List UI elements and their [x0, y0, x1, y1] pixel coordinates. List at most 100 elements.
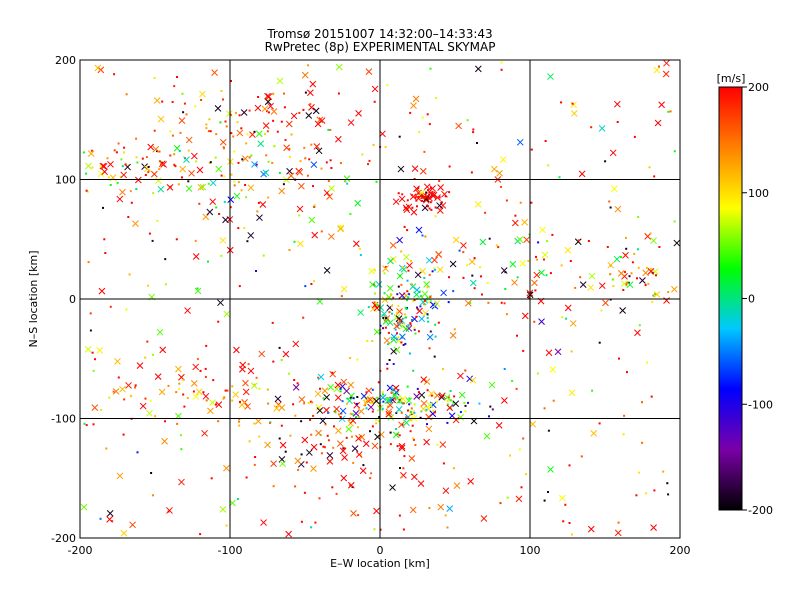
colorbar-tick-label: 0 [748, 293, 755, 306]
data-point [174, 165, 177, 168]
data-point [134, 384, 137, 387]
data-point [340, 378, 348, 386]
data-point [111, 520, 114, 522]
data-point [413, 185, 420, 193]
data-point [134, 176, 142, 184]
data-point [270, 108, 278, 115]
y-tick-label: -200 [51, 532, 76, 545]
data-point [335, 135, 342, 143]
data-point [332, 446, 335, 449]
data-point [514, 214, 517, 217]
data-point [260, 170, 267, 178]
data-point [245, 196, 248, 199]
data-point [207, 130, 210, 133]
data-point [293, 240, 296, 243]
data-point [491, 408, 494, 411]
data-point [164, 258, 167, 261]
data-point [653, 175, 656, 178]
data-point [407, 269, 410, 272]
data-point [229, 206, 232, 209]
data-point [389, 484, 396, 491]
data-point [190, 380, 198, 387]
data-point [384, 397, 392, 405]
data-point [375, 422, 378, 425]
data-point [235, 111, 237, 114]
data-point [264, 441, 271, 449]
data-point [297, 240, 304, 248]
data-point [490, 165, 498, 173]
data-point [369, 430, 371, 433]
data-point [500, 301, 503, 304]
data-point [207, 182, 210, 185]
data-point [428, 301, 431, 304]
data-point [87, 150, 95, 158]
data-point [471, 274, 474, 277]
data-point [428, 123, 431, 126]
data-point [466, 119, 469, 122]
data-point [357, 408, 365, 415]
data-point [500, 68, 503, 71]
data-point [452, 236, 460, 244]
data-point [579, 276, 582, 279]
data-point [423, 303, 426, 306]
data-point [424, 235, 427, 238]
data-point [215, 403, 217, 406]
data-point [220, 174, 223, 177]
data-point [505, 313, 508, 316]
data-point [144, 397, 147, 400]
data-point [89, 312, 92, 315]
data-point [373, 304, 381, 312]
data-point [388, 359, 391, 361]
data-point [398, 401, 401, 404]
data-point [373, 100, 376, 103]
data-point [257, 96, 260, 98]
data-point [313, 204, 316, 207]
data-point [312, 414, 315, 417]
data-point [169, 185, 172, 188]
data-point [413, 328, 416, 331]
data-point [406, 262, 413, 269]
data-point [406, 229, 409, 232]
data-point [196, 166, 204, 174]
data-point [85, 162, 92, 170]
data-point [288, 147, 291, 150]
data-point [296, 168, 304, 176]
data-point [537, 241, 540, 244]
data-point [246, 240, 249, 243]
data-point [129, 521, 136, 529]
data-point [547, 73, 554, 80]
data-point [618, 357, 620, 360]
data-point [183, 405, 186, 408]
data-point [472, 128, 475, 131]
data-point [386, 284, 394, 292]
data-point [292, 403, 295, 406]
data-point [466, 264, 469, 267]
data-point [319, 387, 321, 390]
data-point [194, 239, 197, 242]
data-point [631, 261, 634, 264]
data-point [337, 225, 344, 233]
data-point [239, 361, 247, 369]
data-point [622, 289, 625, 291]
data-point [192, 393, 200, 400]
data-point [253, 463, 256, 466]
data-point [535, 255, 537, 258]
data-point [167, 384, 170, 387]
data-point [101, 168, 108, 176]
data-point [292, 340, 300, 348]
data-point [543, 499, 546, 502]
data-point [230, 132, 233, 135]
data-point [408, 293, 411, 296]
data-point [427, 320, 430, 323]
data-point [99, 517, 102, 520]
data-point [403, 455, 406, 458]
data-point [621, 280, 628, 288]
data-point [587, 525, 595, 533]
data-point [663, 297, 670, 304]
data-point [360, 392, 368, 400]
data-point [429, 67, 432, 70]
data-point [209, 161, 212, 164]
data-point [196, 287, 199, 290]
data-point [549, 366, 557, 373]
data-point [453, 482, 461, 489]
